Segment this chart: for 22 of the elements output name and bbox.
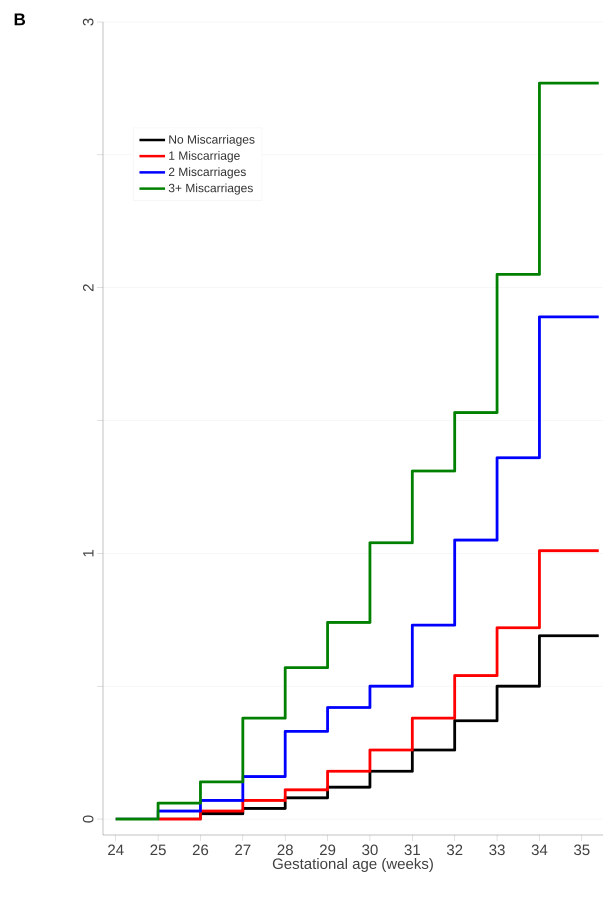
legend-label: 1 Miscarriage bbox=[169, 151, 240, 162]
x-tick-label: 29 bbox=[320, 844, 336, 856]
legend-label: 2 Miscarriages bbox=[168, 167, 246, 178]
x-tick-label: 33 bbox=[489, 844, 505, 856]
x-tick-label: 26 bbox=[192, 844, 208, 856]
x-tick-label: 25 bbox=[150, 844, 166, 856]
x-tick-label: 32 bbox=[446, 844, 462, 856]
text: B bbox=[14, 14, 26, 26]
x-tick-label: 24 bbox=[108, 844, 124, 855]
x-tick-label: 27 bbox=[235, 844, 250, 855]
x-tick-label: 30 bbox=[362, 844, 378, 856]
y-tick-label: 2 bbox=[82, 284, 94, 292]
y-tick-label: 0 bbox=[82, 815, 94, 823]
y-tick-label: 3 bbox=[82, 18, 94, 26]
legend-label: No Miscarriages bbox=[169, 134, 255, 146]
x-axis-title: Gestational age (weeks) bbox=[272, 858, 433, 872]
x-tick-label: 34 bbox=[532, 844, 548, 856]
x-tick-label: 35 bbox=[574, 844, 590, 856]
y-tick-label: 1 bbox=[83, 550, 94, 556]
x-tick-label: 31 bbox=[404, 844, 420, 856]
x-tick-label: 28 bbox=[278, 844, 293, 856]
legend-label: 3+ Miscarriages bbox=[168, 183, 253, 195]
